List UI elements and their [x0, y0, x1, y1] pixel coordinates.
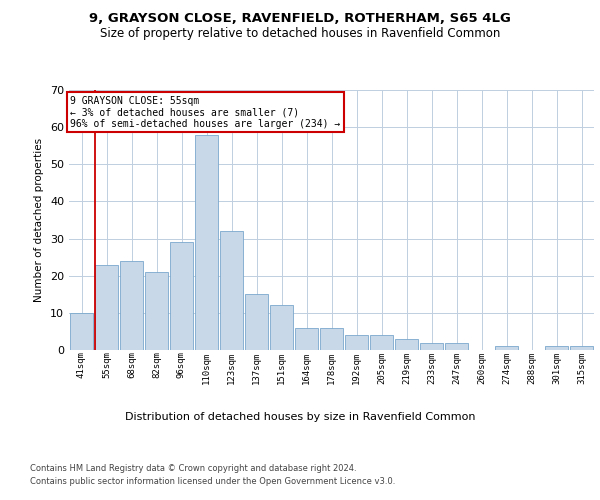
- Bar: [145, 272, 168, 350]
- Bar: [270, 306, 293, 350]
- Bar: [70, 313, 93, 350]
- Text: Distribution of detached houses by size in Ravenfield Common: Distribution of detached houses by size …: [125, 412, 475, 422]
- Bar: [545, 346, 568, 350]
- Bar: [345, 335, 368, 350]
- Text: 9 GRAYSON CLOSE: 55sqm
← 3% of detached houses are smaller (7)
96% of semi-detac: 9 GRAYSON CLOSE: 55sqm ← 3% of detached …: [70, 96, 341, 129]
- Text: Contains public sector information licensed under the Open Government Licence v3: Contains public sector information licen…: [30, 477, 395, 486]
- Text: Contains HM Land Registry data © Crown copyright and database right 2024.: Contains HM Land Registry data © Crown c…: [30, 464, 356, 473]
- Bar: [570, 346, 593, 350]
- Text: 9, GRAYSON CLOSE, RAVENFIELD, ROTHERHAM, S65 4LG: 9, GRAYSON CLOSE, RAVENFIELD, ROTHERHAM,…: [89, 12, 511, 26]
- Bar: [445, 342, 468, 350]
- Bar: [370, 335, 393, 350]
- Bar: [95, 264, 118, 350]
- Text: Size of property relative to detached houses in Ravenfield Common: Size of property relative to detached ho…: [100, 28, 500, 40]
- Bar: [195, 134, 218, 350]
- Bar: [245, 294, 268, 350]
- Bar: [495, 346, 518, 350]
- Bar: [420, 342, 443, 350]
- Bar: [120, 261, 143, 350]
- Bar: [220, 231, 243, 350]
- Bar: [170, 242, 193, 350]
- Bar: [295, 328, 318, 350]
- Bar: [395, 339, 418, 350]
- Bar: [320, 328, 343, 350]
- Y-axis label: Number of detached properties: Number of detached properties: [34, 138, 44, 302]
